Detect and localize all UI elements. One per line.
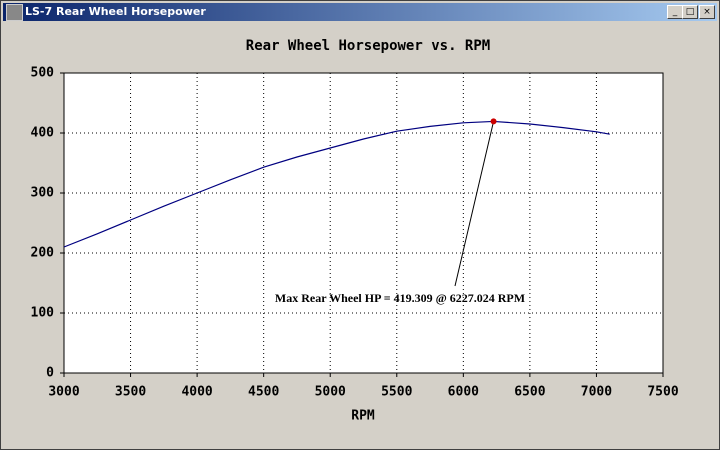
annotation: Max Rear Wheel HP = 419.309 @ 6227.024 R… xyxy=(275,291,525,305)
maximize-button[interactable]: □ xyxy=(682,5,698,19)
x-axis-label: RPM xyxy=(351,409,375,424)
y-tick-label: 400 xyxy=(31,126,55,141)
x-tick-label: 7500 xyxy=(647,385,678,400)
annotation-leader xyxy=(454,121,495,287)
app-icon xyxy=(6,4,23,21)
x-tick-label: 6000 xyxy=(448,385,479,400)
line xyxy=(63,120,610,248)
x-tick-label: 5500 xyxy=(381,385,412,400)
title-bar: LS-7 Rear Wheel Horsepower _ □ × xyxy=(3,3,717,21)
x-tick-label: 3500 xyxy=(115,385,146,400)
y-tick-label: 200 xyxy=(31,246,55,261)
x-tick-label: 4000 xyxy=(181,385,212,400)
y-tick-label: 500 xyxy=(31,66,55,81)
y-tick-label: 300 xyxy=(31,186,55,201)
y-tick-label: 100 xyxy=(31,306,55,321)
plot-area xyxy=(63,72,664,374)
plot-border xyxy=(63,72,664,374)
window-title: LS-7 Rear Wheel Horsepower xyxy=(25,5,206,18)
x-tick-label: 4500 xyxy=(248,385,279,400)
close-button[interactable]: × xyxy=(699,5,715,19)
max-point xyxy=(490,118,497,125)
x-tick-label: 3000 xyxy=(48,385,79,400)
chart-title: Rear Wheel Horsepower vs. RPM xyxy=(246,38,490,54)
x-tick-label: 7000 xyxy=(581,385,612,400)
x-tick-label: 6500 xyxy=(514,385,545,400)
y-tick-label: 0 xyxy=(46,366,54,381)
x-tick-label: 5000 xyxy=(315,385,346,400)
